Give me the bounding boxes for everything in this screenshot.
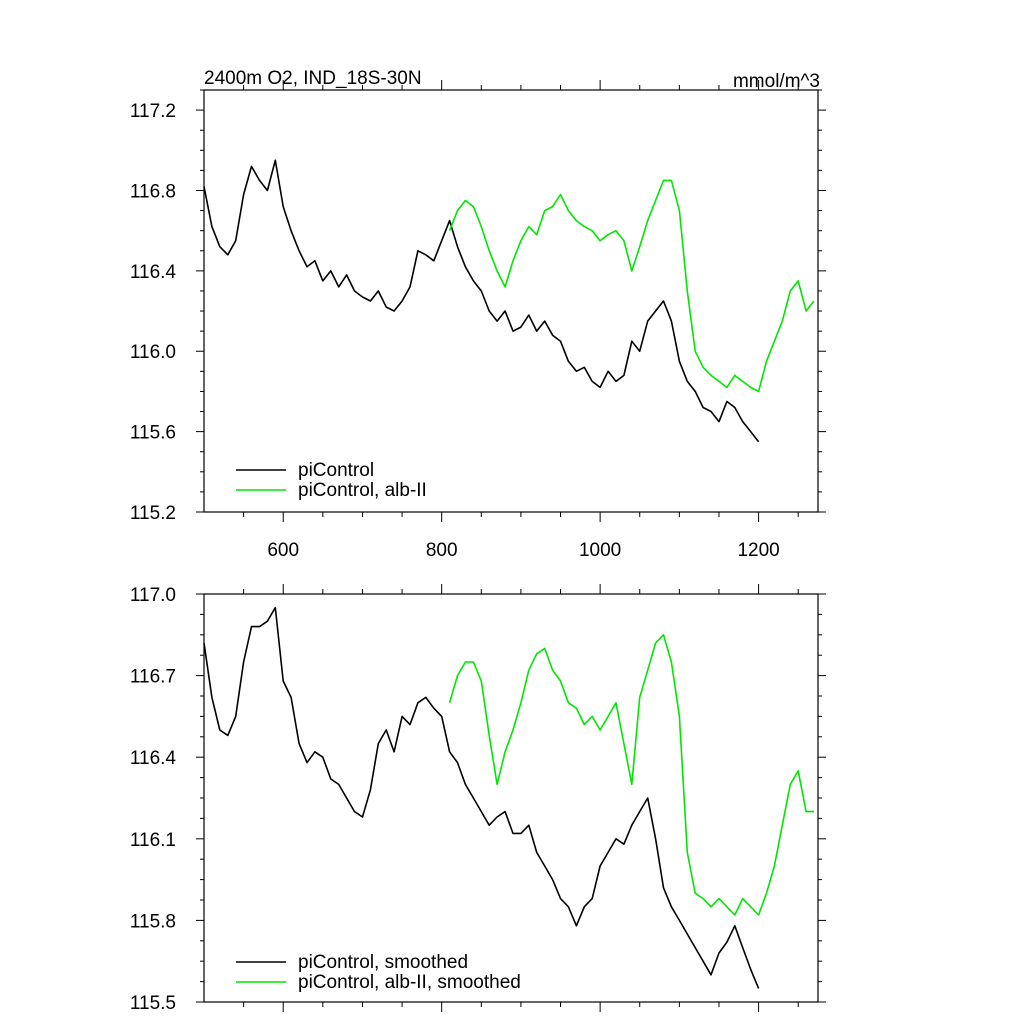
legend-label-alb-ii: piControl, alb-II xyxy=(298,480,427,501)
y-tick-label: 116.1 xyxy=(130,830,176,851)
y-tick-label: 117.0 xyxy=(130,585,176,606)
top-legend: piControl piControl, alb-II xyxy=(236,460,427,501)
top-panel-units: mmol/m^3 xyxy=(733,71,820,92)
x-tick-label: 600 xyxy=(267,540,299,561)
series-line-picontrol xyxy=(203,159,760,443)
y-tick-label: 116.7 xyxy=(130,667,176,688)
top-panel: 2400m O2, IND_18S-30N mmol/m^3 115.2115.… xyxy=(130,68,826,561)
y-tick-label: 116.4 xyxy=(130,262,177,283)
bottom-legend: piControl, smoothed piControl, alb-II, s… xyxy=(236,952,521,993)
y-tick-label: 115.6 xyxy=(130,423,176,444)
bottom-panel: 115.5 115.8 116.1 116.4 116.7 117.0 piControl… xyxy=(130,584,826,1014)
y-tick-label: 116.4 xyxy=(130,748,177,769)
x-tick-label: 1000 xyxy=(579,540,621,561)
y-tick-label: 115.2 xyxy=(130,503,176,524)
y-tick-label: 115.8 xyxy=(130,911,176,932)
x-tick-label: 1200 xyxy=(737,540,779,561)
series-line-picontrol xyxy=(203,606,760,989)
series-line-alb-ii xyxy=(448,179,815,393)
y-tick-label: 116.0 xyxy=(130,342,176,363)
bottom-series xyxy=(203,606,814,989)
top-series xyxy=(203,159,815,443)
x-tick-label: 800 xyxy=(426,540,458,561)
top-plot-frame xyxy=(203,89,819,513)
y-tick-label: 116.8 xyxy=(130,181,176,202)
y-tick-label: 115.5 xyxy=(130,993,176,1014)
legend-label-alb-ii-smoothed: piControl, alb-II, smoothed xyxy=(298,972,521,993)
legend-label-picontrol: piControl xyxy=(298,460,374,481)
top-axes: 115.2 115.6 116.0 116.4 116.8 117.2 600 800 1000… xyxy=(130,80,826,561)
y-tick-label: 117.2 xyxy=(130,101,176,122)
legend-label-picontrol-smoothed: piControl, smoothed xyxy=(298,952,468,973)
top-panel-title: 2400m O2, IND_18S-30N xyxy=(204,68,422,89)
series-line-alb-ii xyxy=(448,633,814,916)
bottom-axes: 115.5 115.8 116.1 116.4 116.7 117.0 xyxy=(130,584,826,1014)
